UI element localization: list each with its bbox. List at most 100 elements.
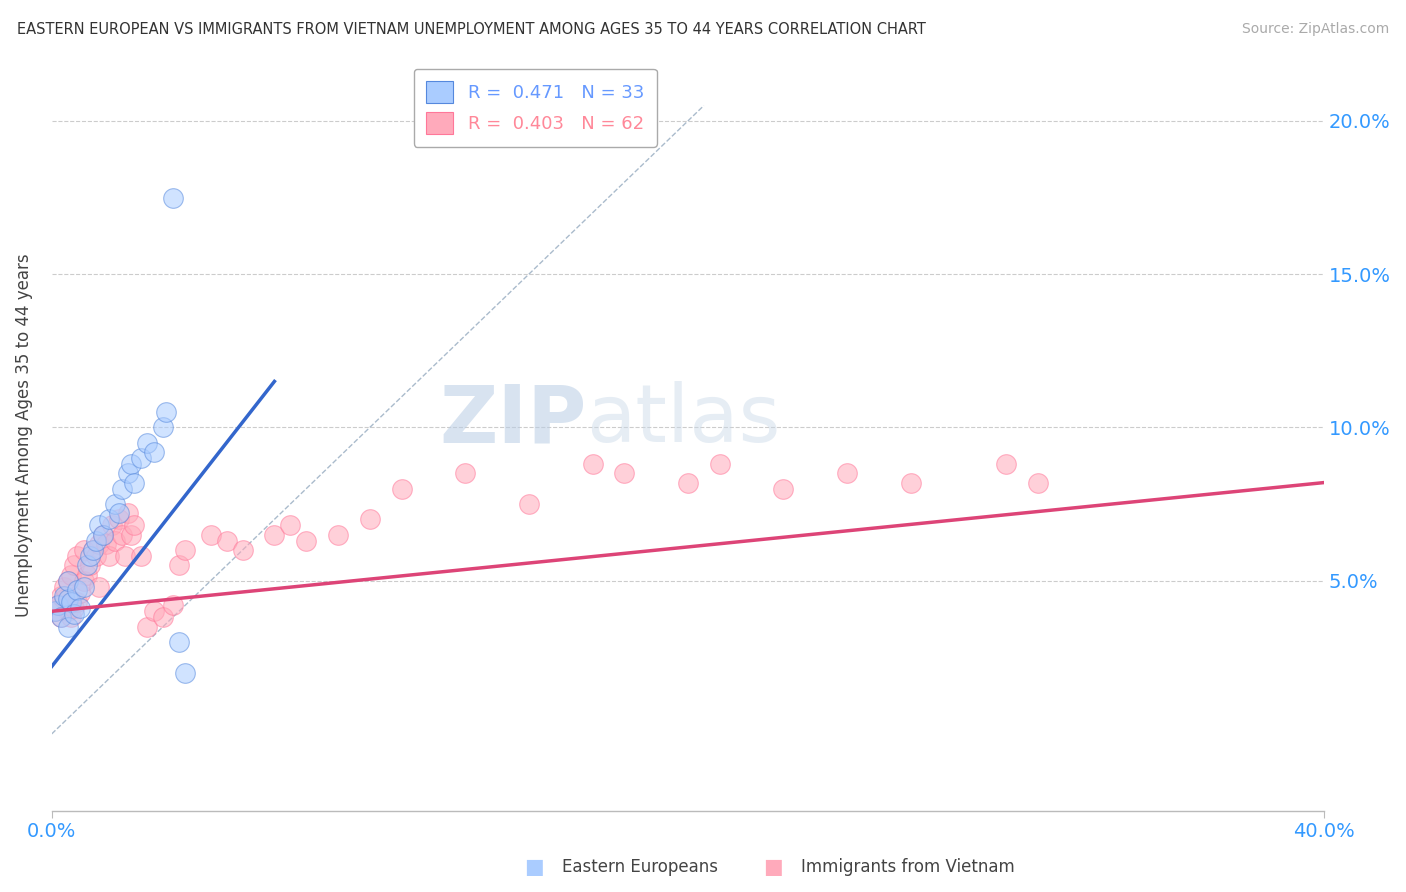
Point — [51, 589, 73, 603]
Point — [69, 586, 91, 600]
Point — [84, 533, 107, 548]
Point — [59, 610, 82, 624]
Point — [200, 527, 222, 541]
Y-axis label: Unemployment Among Ages 35 to 44 years: Unemployment Among Ages 35 to 44 years — [15, 253, 32, 617]
Point — [91, 527, 114, 541]
Point — [66, 582, 89, 597]
Point — [120, 457, 142, 471]
Point — [53, 589, 76, 603]
Point — [56, 619, 79, 633]
Point — [152, 610, 174, 624]
Point — [69, 601, 91, 615]
Point — [98, 512, 121, 526]
Point — [581, 457, 603, 471]
Point — [1026, 475, 1049, 490]
Point — [56, 574, 79, 588]
Point — [111, 527, 134, 541]
Point — [278, 518, 301, 533]
Point — [76, 558, 98, 573]
Point — [82, 543, 104, 558]
Point — [51, 610, 73, 624]
Point — [174, 543, 197, 558]
Point — [46, 598, 69, 612]
Point — [51, 610, 73, 624]
Point — [56, 574, 79, 588]
Text: Source: ZipAtlas.com: Source: ZipAtlas.com — [1241, 22, 1389, 37]
Point — [162, 190, 184, 204]
Point — [76, 567, 98, 582]
Point — [91, 527, 114, 541]
Text: Immigrants from Vietnam: Immigrants from Vietnam — [801, 858, 1015, 876]
Point — [63, 601, 86, 615]
Point — [326, 527, 349, 541]
Point — [72, 543, 94, 558]
Point — [517, 497, 540, 511]
Point — [63, 607, 86, 622]
Point — [167, 635, 190, 649]
Point — [995, 457, 1018, 471]
Point — [155, 405, 177, 419]
Point — [104, 497, 127, 511]
Point — [136, 435, 159, 450]
Point — [56, 604, 79, 618]
Point — [53, 580, 76, 594]
Point — [709, 457, 731, 471]
Text: ZIP: ZIP — [439, 381, 586, 459]
Point — [152, 420, 174, 434]
Point — [98, 549, 121, 563]
Text: ■: ■ — [524, 857, 544, 877]
Point — [89, 537, 111, 551]
Point — [44, 604, 66, 618]
Point — [84, 549, 107, 563]
Point — [117, 467, 139, 481]
Point — [107, 506, 129, 520]
Point — [174, 665, 197, 680]
Point — [101, 518, 124, 533]
Point — [79, 558, 101, 573]
Point — [124, 518, 146, 533]
Legend: R =  0.471   N = 33, R =  0.403   N = 62: R = 0.471 N = 33, R = 0.403 N = 62 — [413, 69, 657, 147]
Text: atlas: atlas — [586, 381, 780, 459]
Point — [263, 527, 285, 541]
Point — [72, 574, 94, 588]
Point — [53, 592, 76, 607]
Point — [232, 543, 254, 558]
Point — [772, 482, 794, 496]
Point — [676, 475, 699, 490]
Point — [613, 467, 636, 481]
Point — [89, 580, 111, 594]
Point — [63, 558, 86, 573]
Point — [900, 475, 922, 490]
Text: Eastern Europeans: Eastern Europeans — [562, 858, 718, 876]
Point — [162, 598, 184, 612]
Point — [107, 512, 129, 526]
Point — [359, 512, 381, 526]
Point — [835, 467, 858, 481]
Point — [56, 598, 79, 612]
Point — [46, 598, 69, 612]
Point — [129, 451, 152, 466]
Point — [59, 595, 82, 609]
Point — [89, 518, 111, 533]
Point — [66, 595, 89, 609]
Point — [44, 604, 66, 618]
Point — [82, 543, 104, 558]
Point — [391, 482, 413, 496]
Point — [167, 558, 190, 573]
Point — [295, 533, 318, 548]
Point — [142, 604, 165, 618]
Text: EASTERN EUROPEAN VS IMMIGRANTS FROM VIETNAM UNEMPLOYMENT AMONG AGES 35 TO 44 YEA: EASTERN EUROPEAN VS IMMIGRANTS FROM VIET… — [17, 22, 925, 37]
Point — [124, 475, 146, 490]
Point — [111, 482, 134, 496]
Point — [114, 549, 136, 563]
Text: ■: ■ — [763, 857, 783, 877]
Point — [94, 537, 117, 551]
Point — [117, 506, 139, 520]
Point — [56, 592, 79, 607]
Point — [136, 619, 159, 633]
Point — [59, 567, 82, 582]
Point — [129, 549, 152, 563]
Point — [454, 467, 477, 481]
Point — [79, 549, 101, 563]
Point — [142, 445, 165, 459]
